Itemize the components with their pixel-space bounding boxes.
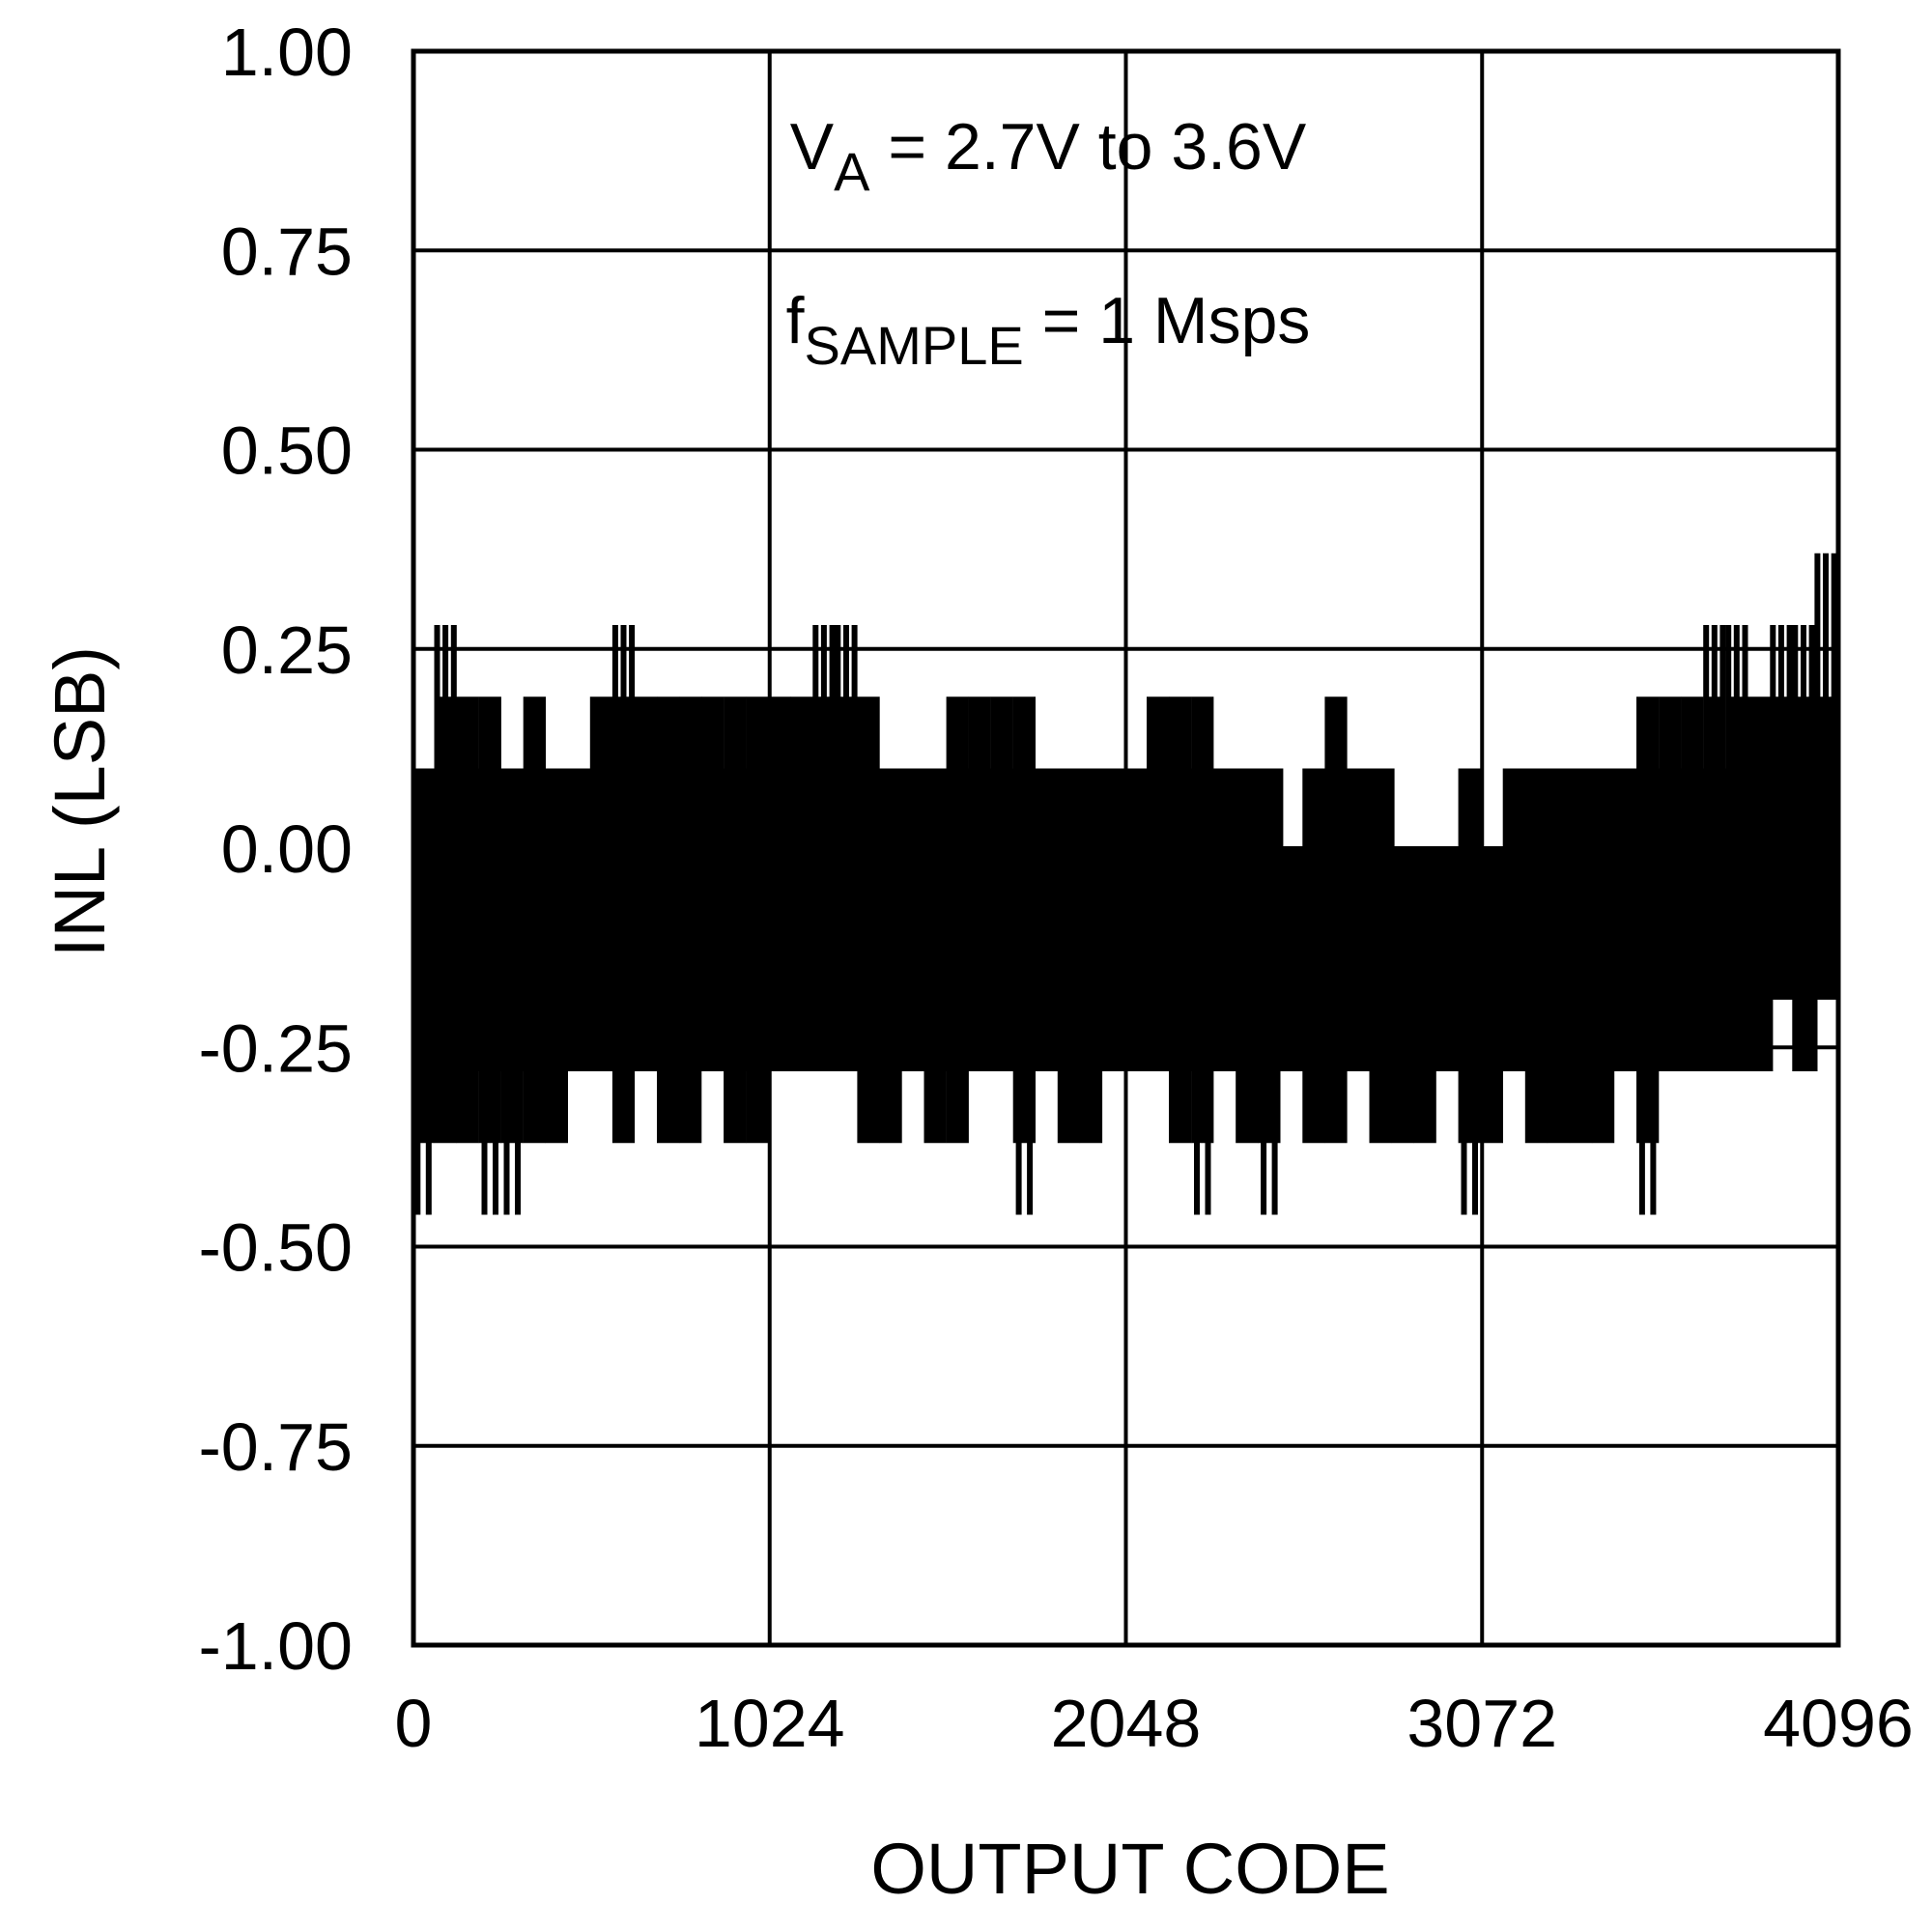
y-tick-labels: 1.00 0.75 0.50 0.25 0.00 -0.25 -0.50 -0.75 -1.00 <box>198 14 353 1684</box>
y-tick-label: 1.00 <box>221 14 353 90</box>
y-tick-label: -0.25 <box>198 1010 353 1086</box>
inl-trace-segment <box>724 696 750 1144</box>
x-tick-label: 0 <box>395 1686 433 1761</box>
inl-trace-segment <box>1547 768 1573 1144</box>
x-tick-label: 2048 <box>1051 1686 1202 1761</box>
inl-trace-segment <box>1101 768 1128 1071</box>
inl-trace-segment <box>768 696 794 1071</box>
inl-trace-segment <box>634 696 661 1071</box>
inl-trace-segment <box>1213 768 1239 1071</box>
inl-trace-segment <box>990 696 1016 1071</box>
inl-trace-segment <box>1591 768 1618 1144</box>
y-tick-label: 0.25 <box>221 612 353 688</box>
inl-trace-segment <box>1502 768 1528 1071</box>
y-tick-label: 0.00 <box>221 811 353 887</box>
inl-trace-segment <box>1258 768 1284 1215</box>
inl-trace-segment <box>1792 625 1818 1071</box>
inl-trace-segment <box>812 625 838 1071</box>
inl-trace-segment <box>611 625 638 1144</box>
inl-trace-segment <box>1191 696 1217 1215</box>
x-tick-label: 1024 <box>695 1686 845 1761</box>
inl-trace-segment <box>923 768 950 1144</box>
inl-trace-segment <box>657 696 683 1144</box>
inl-trace-segment <box>589 696 615 1071</box>
inl-trace-segment <box>1703 625 1729 1071</box>
inl-trace-segment <box>790 696 816 1071</box>
inl-trace-segment <box>1324 696 1350 1144</box>
inl-trace-segment <box>1302 768 1328 1144</box>
inl-trace-segment <box>1435 848 1462 1071</box>
inl-trace-segment <box>1524 768 1550 1144</box>
inl-trace-segment <box>1659 696 1685 1071</box>
inl-trace-segment <box>1413 848 1439 1144</box>
x-tick-label: 3072 <box>1406 1686 1557 1761</box>
inl-trace-segment <box>679 696 705 1144</box>
inl-trace-segment <box>946 696 972 1144</box>
inl-trace-segment <box>1057 768 1083 1144</box>
inl-trace-segment <box>523 696 549 1144</box>
y-tick-label: -1.00 <box>198 1608 353 1684</box>
inl-trace-segment <box>1035 768 1061 1071</box>
inl-trace-segment <box>746 696 772 1144</box>
y-axis-title: INL (LSB) <box>40 646 120 957</box>
inl-trace-segment <box>1747 696 1774 1071</box>
inl-trace-segment <box>1123 768 1151 1071</box>
inl-trace-segment <box>1458 768 1484 1215</box>
inl-trace-segment <box>500 768 526 1215</box>
inl-trace-segment <box>567 768 593 1071</box>
inl-trace-segment <box>1614 768 1640 1071</box>
inl-trace-segment <box>1079 768 1105 1144</box>
inl-trace-segment <box>1347 768 1373 1071</box>
annotations: VA = 2.7V to 3.6V fSAMPLE = 1 Msps <box>786 110 1311 376</box>
inl-trace-segment <box>1391 848 1417 1144</box>
inl-trace-segment <box>879 768 905 1144</box>
x-axis-title: OUTPUT CODE <box>870 1829 1389 1909</box>
inl-trace-segment <box>478 696 504 1215</box>
inl-trace-segment <box>1725 625 1751 1071</box>
y-tick-label: -0.50 <box>198 1210 353 1286</box>
inl-trace-segment <box>434 625 460 1144</box>
annotation-supply-voltage: VA = 2.7V to 3.6V <box>790 110 1307 202</box>
inl-trace-segment <box>545 768 571 1144</box>
inl-trace-segment <box>1770 625 1796 1000</box>
inl-trace-segment <box>701 696 727 1071</box>
inl-trace-segment <box>1480 848 1506 1144</box>
inl-trace-segment <box>835 625 861 1071</box>
x-tick-labels: 0 1024 2048 3072 4096 <box>395 1686 1914 1761</box>
inl-trace-segment <box>1169 696 1195 1144</box>
inl-trace-segment <box>857 696 883 1144</box>
inl-trace-segment <box>1236 768 1262 1144</box>
inl-trace-segment <box>1681 696 1707 1071</box>
x-tick-label: 4096 <box>1763 1686 1914 1761</box>
inl-trace-segment <box>1280 848 1306 1071</box>
inl-trace-segment <box>412 768 438 1215</box>
inl-trace-segment <box>1147 696 1173 1071</box>
inl-series <box>412 553 1840 1215</box>
y-tick-label: 0.75 <box>221 213 353 289</box>
inl-trace-segment <box>1636 696 1662 1215</box>
annotation-sample-rate: fSAMPLE = 1 Msps <box>786 284 1311 376</box>
inl-trace-segment <box>1012 696 1038 1215</box>
inl-trace-segment <box>1814 553 1840 1000</box>
inl-trace-segment <box>901 768 927 1071</box>
y-tick-label: -0.75 <box>198 1409 353 1485</box>
inl-trace-segment <box>1369 768 1395 1144</box>
plot-frame <box>411 48 1841 1648</box>
inl-trace-segment <box>1569 768 1595 1144</box>
inl-trace-segment <box>456 696 482 1144</box>
inl-trace-segment <box>968 696 994 1071</box>
y-tick-label: 0.50 <box>221 413 353 489</box>
